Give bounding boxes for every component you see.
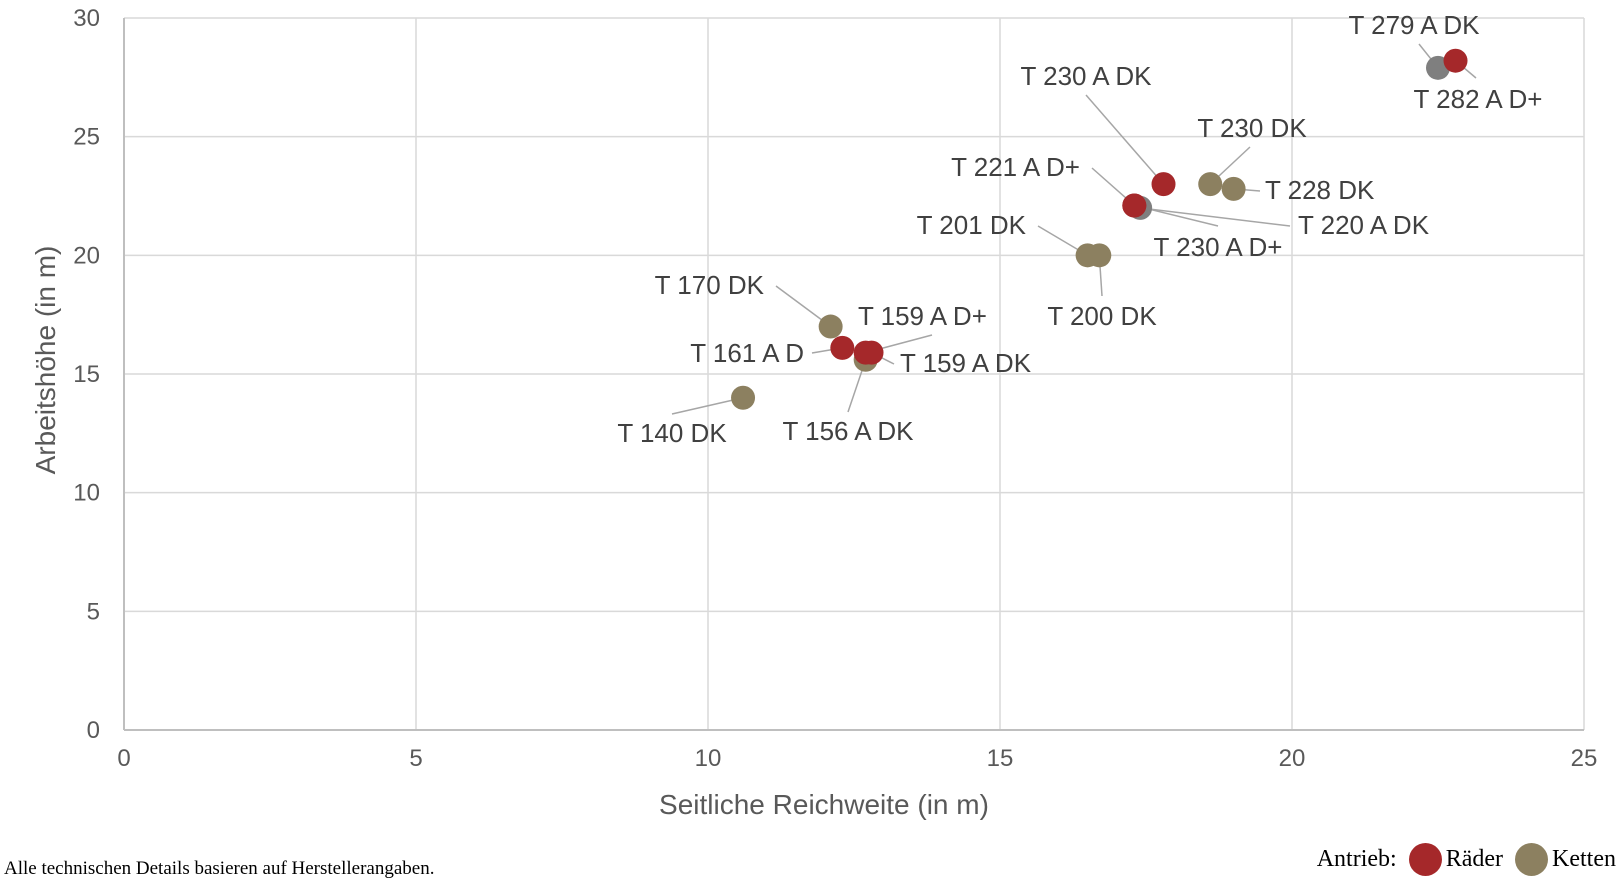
point-label-t-156-a-dk: T 156 A DK [782,416,914,446]
legend-swatch-ketten [1515,843,1549,876]
point-label-t-200-dk: T 200 DK [1047,301,1157,331]
y-axis-title: Arbeitshöhe (in m) [30,246,61,475]
grid-lines [123,17,1585,731]
point-t-161-a-d [830,335,855,360]
legend: Antrieb: Räder Ketten [1317,843,1616,876]
point-t-200-dk [1087,243,1112,268]
point-label-t-228-dk: T 228 DK [1265,175,1375,205]
leader-line-t-230-a-dk [1085,94,1165,185]
y-tick-label: 20 [73,242,100,269]
footer-note: Alle technischen Details basieren auf He… [4,858,435,879]
point-labels: T 279 A DK T 282 A D+ T 230 A DK T 230 DK T … [617,10,1542,448]
y-tick-label: 15 [73,361,100,388]
point-t-159-a-dk [859,340,884,365]
y-tick-label: 30 [73,5,100,32]
legend-title: Antrieb: [1316,846,1397,872]
x-tick-label: 15 [987,745,1014,772]
axes: 0 5 10 15 20 25 30 0 5 10 15 20 25 [73,5,1597,772]
x-tick-label: 10 [695,745,722,772]
point-label-t-140-dk: T 140 DK [617,418,727,448]
point-t-282-a-d [1443,48,1468,73]
point-t-228-dk [1221,176,1246,201]
point-t-230-a-d [1122,193,1147,218]
legend-label-räder: Räder [1445,846,1504,872]
point-label-t-159-a-d: T 159 A D+ [858,301,987,331]
point-label-t-220-a-dk: T 220 A DK [1298,210,1430,240]
scatter-chart: 0 5 10 15 20 25 30 0 5 10 15 20 25 T 279 A DK T 282 A… [30,5,1597,820]
point-label-t-161-a-d: T 161 A D [690,338,804,368]
point-t-230-a-dk [1151,172,1176,197]
point-label-t-201-dk: T 201 DK [917,210,1027,240]
y-tick-label: 10 [73,480,100,507]
point-t-140-dk [731,385,756,410]
point-label-t-279-a-dk: T 279 A DK [1348,10,1480,40]
point-label-t-282-a-d: T 282 A D+ [1414,84,1543,114]
x-axis-title: Seitliche Reichweite (in m) [659,789,989,820]
y-tick-label: 0 [87,717,100,744]
x-tick-label: 20 [1279,745,1306,772]
legend-label-ketten: Ketten [1552,846,1616,872]
point-t-230-dk [1198,172,1223,197]
y-tick-label: 5 [87,598,100,625]
leader-line-t-140-dk [671,397,744,415]
x-tick-label: 0 [117,745,130,772]
x-tick-label: 25 [1571,745,1598,772]
leader-line-t-220-a-dk [1140,207,1291,227]
point-label-t-170-dk: T 170 DK [655,270,765,300]
point-label-t-230-dk: T 230 DK [1197,113,1307,143]
point-label-t-159-a-dk: T 159 A DK [900,348,1032,378]
legend-swatch-räder [1408,843,1442,876]
point-label-t-230-a-d: T 230 A D+ [1154,232,1283,262]
data-points [731,48,1468,410]
point-label-t-221-a-d: T 221 A D+ [951,152,1080,182]
x-tick-label: 5 [409,745,422,772]
point-t-170-dk [818,314,843,339]
point-label-t-230-a-dk: T 230 A DK [1020,61,1152,91]
y-tick-label: 25 [73,124,100,151]
